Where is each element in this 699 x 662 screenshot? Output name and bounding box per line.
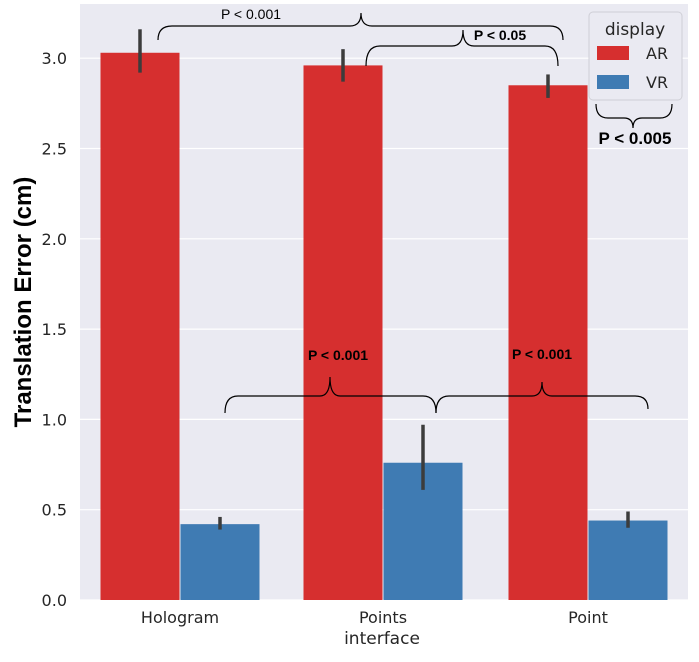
x-tick-label: Hologram <box>141 608 219 627</box>
bracket-hologram-points-vr <box>224 376 437 414</box>
y-tick-label: 1.5 <box>42 320 67 339</box>
y-tick-label: 3.0 <box>42 49 67 68</box>
annotation-p-points-point-vr: P < 0.001 <box>512 346 572 362</box>
y-axis-label: Translation Error (cm) <box>10 177 37 428</box>
annotation-p-hologram-points-vr: P < 0.001 <box>308 347 368 363</box>
legend-swatch-ar <box>597 46 629 60</box>
y-tick-label: 2.0 <box>42 230 67 249</box>
y-tick-label: 0.5 <box>42 501 67 520</box>
y-tick-label: 1.0 <box>42 410 67 429</box>
bar-vr-point <box>588 520 668 600</box>
legend-label-ar: AR <box>646 44 668 63</box>
legend-swatch-vr <box>597 75 629 89</box>
x-tick-labels: Hologram Points Point <box>141 608 608 627</box>
y-tick-label: 0.0 <box>42 591 67 610</box>
annotation-p-hologram-point-ar: P < 0.001 <box>221 6 281 22</box>
significance-brackets <box>157 12 673 414</box>
bar-vr-hologram <box>180 524 260 600</box>
error-bars <box>138 29 630 530</box>
bracket-points-point-ar <box>365 29 559 67</box>
legend-title: display <box>605 20 665 40</box>
x-axis-label: interface <box>344 629 420 649</box>
y-tick-labels: 0.0 0.5 1.0 1.5 2.0 2.5 3.0 <box>42 49 67 610</box>
annotation-p-points-point-ar: P < 0.05 <box>474 27 527 43</box>
x-tick-label: Points <box>359 608 407 627</box>
legend-label-vr: VR <box>646 73 668 92</box>
bracket-point-ar-vr <box>595 103 673 129</box>
bar-ar-point <box>508 85 588 601</box>
bracket-points-point-vr <box>435 381 649 414</box>
bracket-hologram-point-ar <box>157 12 564 41</box>
bar-ar-hologram <box>100 52 180 601</box>
annotation-p-point-ar-vr: P < 0.005 <box>599 129 672 148</box>
bars <box>100 52 668 601</box>
y-tick-label: 2.5 <box>42 139 67 158</box>
legend: display AR VR <box>588 11 683 101</box>
bar-ar-points <box>303 65 383 600</box>
x-tick-label: Point <box>568 608 608 627</box>
